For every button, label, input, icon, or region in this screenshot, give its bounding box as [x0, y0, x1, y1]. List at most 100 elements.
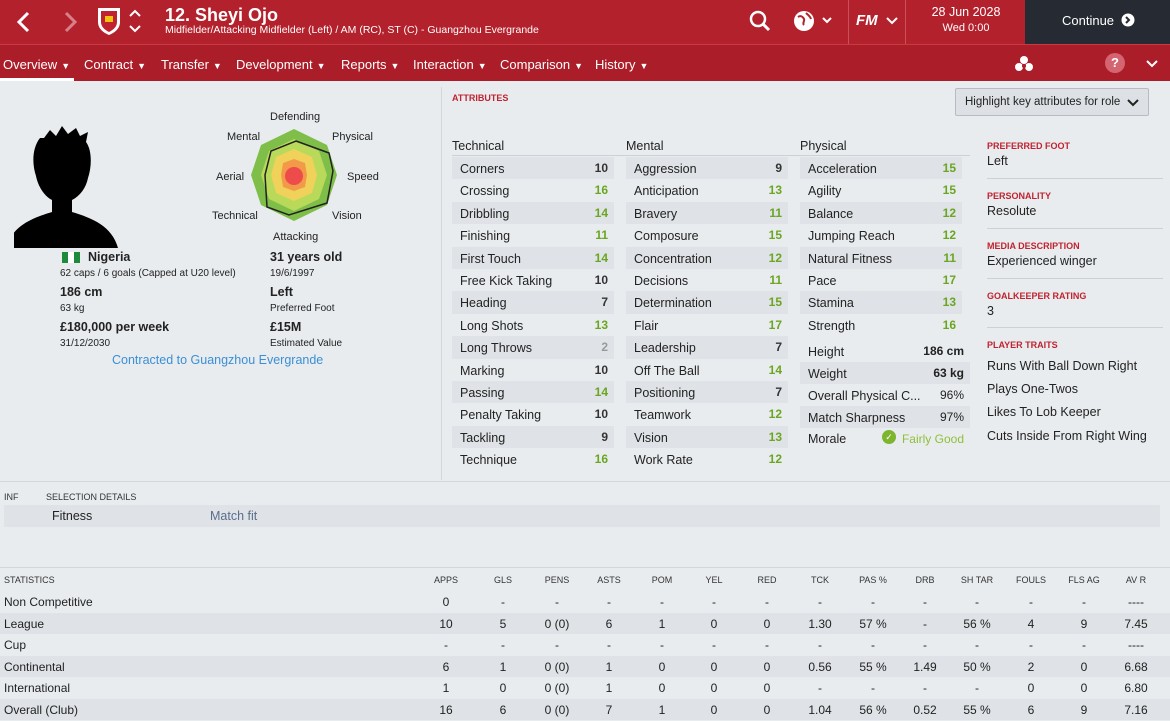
stats-row[interactable]: International 1 0 0 (0) 1 0 0 0 - - - - 0 0 6.80: [0, 677, 1170, 699]
stats-column-header[interactable]: ASTS: [597, 575, 621, 585]
attribute-value: 10: [594, 273, 608, 287]
stats-row[interactable]: Continental 6 1 0 (0) 1 0 0 0 0.56 55 % 1.49 50 % 2 0…: [0, 655, 1170, 677]
stats-row[interactable]: Non Competitive 0- - - - - - - - - - - - ----: [0, 591, 1170, 613]
attribute-row[interactable]: Penalty Taking 10: [452, 403, 614, 425]
stats-cell: -: [444, 638, 448, 652]
attribute-row[interactable]: Stamina 13: [800, 291, 962, 314]
continue-button[interactable]: Continue: [1025, 0, 1170, 44]
contract-link[interactable]: Contracted to Guangzhou Evergrande: [112, 353, 324, 367]
stats-cell: -: [607, 595, 611, 609]
stats-column-header[interactable]: FOULS: [1015, 575, 1046, 585]
radar-label-speed: Speed: [347, 171, 379, 183]
forward-arrow-icon[interactable]: [58, 8, 82, 36]
tab-transfer[interactable]: Transfer ▼: [161, 57, 222, 72]
attribute-row[interactable]: Pace 17: [800, 269, 962, 291]
attribute-row[interactable]: Determination 15: [626, 291, 788, 314]
attribute-row[interactable]: First Touch 14: [452, 246, 614, 269]
tab-comparison[interactable]: Comparison ▼: [500, 57, 584, 72]
tab-contract[interactable]: Contract ▼: [84, 57, 147, 72]
highlight-key-attributes-dropdown[interactable]: Highlight key attributes for role: [955, 88, 1149, 116]
attribute-row[interactable]: Long Throws 2: [452, 336, 614, 359]
attribute-value: 11: [595, 228, 608, 243]
attribute-row[interactable]: Tackling 9: [452, 425, 614, 449]
stats-column-header[interactable]: TCK: [811, 575, 829, 585]
attribute-row[interactable]: Dribbling 14: [452, 201, 614, 225]
stats-row[interactable]: Cup - - - - - - - - - - - - - ----: [0, 634, 1170, 656]
attribute-row[interactable]: Bravery 11: [626, 201, 788, 225]
attribute-row[interactable]: Aggression 9: [626, 157, 788, 180]
stats-row[interactable]: League 10 5 0 (0) 6 1 0 0 1.30 57 % -56 % 4 9 7.45: [0, 612, 1170, 634]
stats-cell: -: [871, 595, 875, 609]
attribute-row[interactable]: Decisions 11: [626, 269, 788, 291]
attribute-row[interactable]: Leadership 7: [626, 336, 788, 359]
attribute-row[interactable]: Agility 15: [800, 179, 962, 201]
stats-column-header[interactable]: SH TAR: [960, 575, 994, 585]
tab-history[interactable]: History ▼: [595, 57, 649, 72]
back-arrow-icon[interactable]: [12, 8, 36, 36]
attribute-name: Agility: [808, 184, 842, 199]
attribute-row[interactable]: Passing 14: [452, 381, 614, 404]
stats-column-header[interactable]: AV R: [1125, 575, 1147, 585]
attribute-row[interactable]: Concentration 12: [626, 246, 788, 269]
stats-column-header[interactable]: POM: [651, 575, 673, 585]
attribute-name: Free Kick Taking: [460, 274, 553, 288]
radar-label-vision: Vision: [332, 210, 362, 222]
stats-column-header[interactable]: RED: [757, 575, 777, 585]
player-switch-icon[interactable]: [128, 6, 142, 36]
attribute-row[interactable]: Teamwork 12: [626, 403, 788, 425]
attribute-row[interactable]: Acceleration 15: [800, 157, 962, 180]
attribute-name: Corners: [460, 162, 505, 176]
stats-column-header[interactable]: APPS: [433, 575, 458, 585]
attribute-row[interactable]: Jumping Reach 12: [800, 224, 962, 246]
attribute-value: 15: [942, 161, 956, 175]
attribute-row[interactable]: Positioning 7: [626, 381, 788, 404]
fm-menu[interactable]: FM: [848, 0, 906, 44]
attribute-row[interactable]: Natural Fitness 11: [800, 246, 962, 269]
attribute-row[interactable]: Heading 7: [452, 291, 614, 314]
attribute-row[interactable]: Finishing 11: [452, 224, 614, 246]
attribute-row[interactable]: Anticipation 13: [626, 179, 788, 201]
attribute-row[interactable]: Strength 16: [800, 314, 962, 336]
stats-row[interactable]: Overall (Club) 16 6 0 (0) 7 1 0 0 1.04 56 % 0.52 55…: [0, 698, 1170, 720]
tab-interaction[interactable]: Interaction ▼: [413, 57, 487, 72]
attribute-row[interactable]: Balance 12: [800, 201, 962, 225]
stats-row-label: Continental: [4, 659, 65, 674]
nation[interactable]: Nigeria: [88, 250, 131, 264]
help-icon[interactable]: ?: [1105, 53, 1125, 73]
attribute-row[interactable]: Work Rate 12: [626, 448, 788, 470]
attribute-row[interactable]: Free Kick Taking 10: [452, 269, 614, 291]
stats-column-header[interactable]: GLS: [493, 575, 512, 585]
search-icon[interactable]: [748, 9, 772, 33]
club-icon[interactable]: [1014, 55, 1034, 73]
tab-development[interactable]: Development ▼: [236, 57, 326, 72]
personality-value[interactable]: Resolute: [987, 204, 1037, 218]
media-description-value[interactable]: Experienced winger: [987, 254, 1097, 268]
player-trait[interactable]: Runs With Ball Down Right: [987, 359, 1138, 373]
attribute-row[interactable]: Flair 17: [626, 314, 788, 336]
stats-cell: -: [555, 595, 559, 609]
stats-column-header[interactable]: PENS: [544, 575, 570, 585]
player-trait[interactable]: Likes To Lob Keeper: [987, 405, 1101, 419]
attribute-row[interactable]: Technique 16: [452, 448, 614, 470]
more-chevron-icon[interactable]: [1145, 57, 1159, 71]
attribute-row[interactable]: Composure 15: [626, 224, 788, 246]
attribute-row[interactable]: Marking 10: [452, 359, 614, 381]
attribute-row[interactable]: Off The Ball 14: [626, 359, 788, 381]
attribute-row[interactable]: Vision 13: [626, 425, 788, 449]
globe-icon[interactable]: [792, 9, 836, 33]
tab-overview[interactable]: Overview ▼: [3, 57, 71, 72]
player-trait[interactable]: Plays One-Twos: [987, 382, 1079, 396]
tab-reports[interactable]: Reports ▼: [341, 57, 400, 72]
attribute-value: 13: [942, 295, 956, 310]
attribute-name: Positioning: [634, 386, 696, 400]
stats-column-header[interactable]: DRB: [915, 575, 935, 585]
attribute-row[interactable]: Crossing 16: [452, 179, 614, 201]
stats-column-header[interactable]: FLS AG: [1068, 575, 1100, 585]
attribute-value: 17: [942, 273, 956, 287]
stats-column-header[interactable]: YEL: [705, 575, 723, 585]
stats-column-header[interactable]: PAS %: [859, 575, 887, 585]
attribute-row[interactable]: Long Shots 13: [452, 314, 614, 336]
player-trait[interactable]: Cuts Inside From Right Wing: [987, 429, 1147, 443]
attribute-name: Finishing: [460, 229, 511, 244]
attribute-row[interactable]: Corners 10: [452, 157, 614, 180]
